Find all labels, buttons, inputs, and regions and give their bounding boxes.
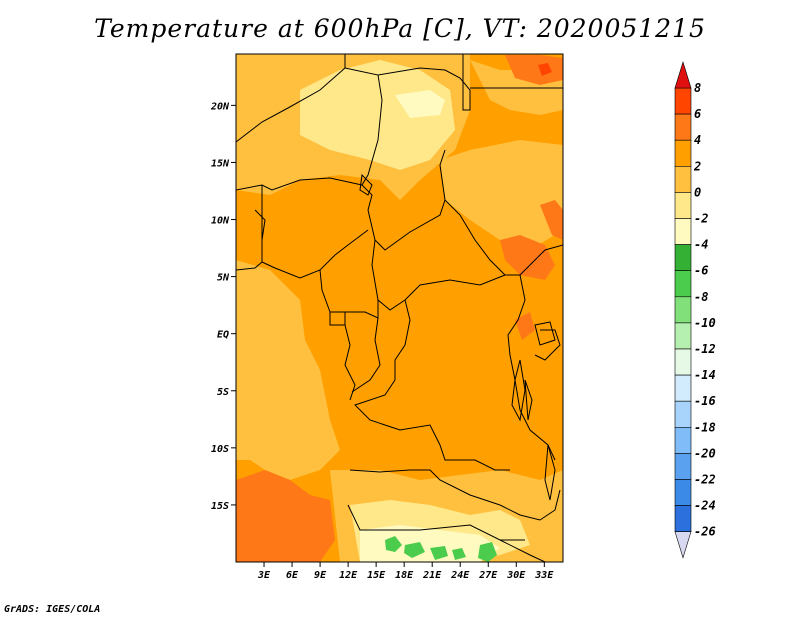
lon-tick-label: 27E [478, 570, 498, 581]
colorbar-label: -4 [694, 238, 708, 252]
colorbar-label: 8 [694, 81, 701, 95]
colorbar-box [674, 505, 692, 533]
lon-tick-label: 9E [314, 570, 327, 581]
colorbar-box [674, 296, 692, 324]
lon-tick-label: 30E [506, 570, 526, 581]
colorbar-label: -20 [694, 446, 716, 460]
colorbar-box [674, 374, 692, 402]
colorbar-label: -8 [694, 290, 708, 304]
lat-tick-label: 10N [211, 216, 230, 227]
lat-tick-label: 15S [211, 501, 229, 512]
colorbar-label: -24 [694, 499, 716, 513]
grads-credit: GrADS: IGES/COLA [4, 604, 101, 615]
lon-tick-label: 24E [450, 570, 470, 581]
lat-tick-label: 5N [217, 273, 230, 284]
colorbar-label: -22 [694, 473, 716, 487]
colorbar-box [674, 113, 692, 141]
lat-tick-label: 15N [211, 158, 230, 169]
map-frame [235, 53, 564, 563]
lon-tick-label: 33E [534, 570, 554, 581]
chart-title: Temperature at 600hPa [C], VT: 202005121… [94, 14, 706, 43]
lon-tick-label: 12E [339, 570, 358, 581]
country-borders [236, 54, 563, 562]
colorbar-label: 6 [694, 107, 701, 121]
colorbar-box [674, 139, 692, 167]
colorbar-label: -18 [694, 420, 716, 434]
lon-tick-label: 18E [395, 570, 414, 581]
colorbar-box [674, 244, 692, 272]
colorbar: 8 6 4 2 0 -2 -4 -6 -8 -10 -12 -14 -16 -18 -20 -22 -24 -26 [674, 60, 716, 559]
colorbar-label: -26 [694, 525, 716, 539]
colorbar-label: -6 [694, 264, 708, 278]
colorbar-label: -2 [694, 212, 708, 226]
colorbar-label: 4 [694, 133, 701, 147]
lon-tick-label: 21E [422, 570, 442, 581]
colorbar-label: -16 [694, 394, 716, 408]
colorbar-box [674, 87, 692, 115]
colorbar-box [674, 218, 692, 245]
lon-tick-label: 3E [257, 570, 271, 581]
colorbar-box [674, 400, 692, 428]
colorbar-box [674, 348, 692, 376]
colorbar-label: 0 [694, 185, 701, 199]
longitude-ticks: 3E 6E 9E 12E 15E 18E 21E 24E 27E 30E 33E [257, 562, 554, 581]
lon-tick-label: 6E [286, 570, 299, 581]
colorbar-box [674, 479, 692, 506]
colorbar-label: -12 [694, 342, 716, 356]
colorbar-box [674, 322, 692, 350]
colorbar-top-arrow [674, 60, 692, 89]
temperature-field [236, 54, 563, 562]
lon-tick-label: 15E [367, 570, 386, 581]
colorbar-label: -14 [694, 368, 716, 382]
colorbar-box [674, 166, 692, 193]
colorbar-box [674, 426, 692, 454]
colorbar-label: -10 [694, 316, 716, 330]
lat-tick-label: EQ [217, 330, 229, 341]
colorbar-label: 2 [693, 159, 701, 173]
colorbar-box [674, 270, 692, 298]
colorbar-box [674, 453, 692, 480]
lakes [359, 173, 556, 501]
lat-tick-label: 20N [210, 101, 230, 112]
colorbar-bottom-arrow [674, 531, 692, 559]
latitude-ticks: 20N 15N 10N 5N EQ 5S 10S 15S [210, 101, 236, 512]
lat-tick-label: 10S [211, 444, 229, 455]
lat-tick-label: 5S [217, 387, 229, 398]
colorbar-box [674, 192, 692, 219]
